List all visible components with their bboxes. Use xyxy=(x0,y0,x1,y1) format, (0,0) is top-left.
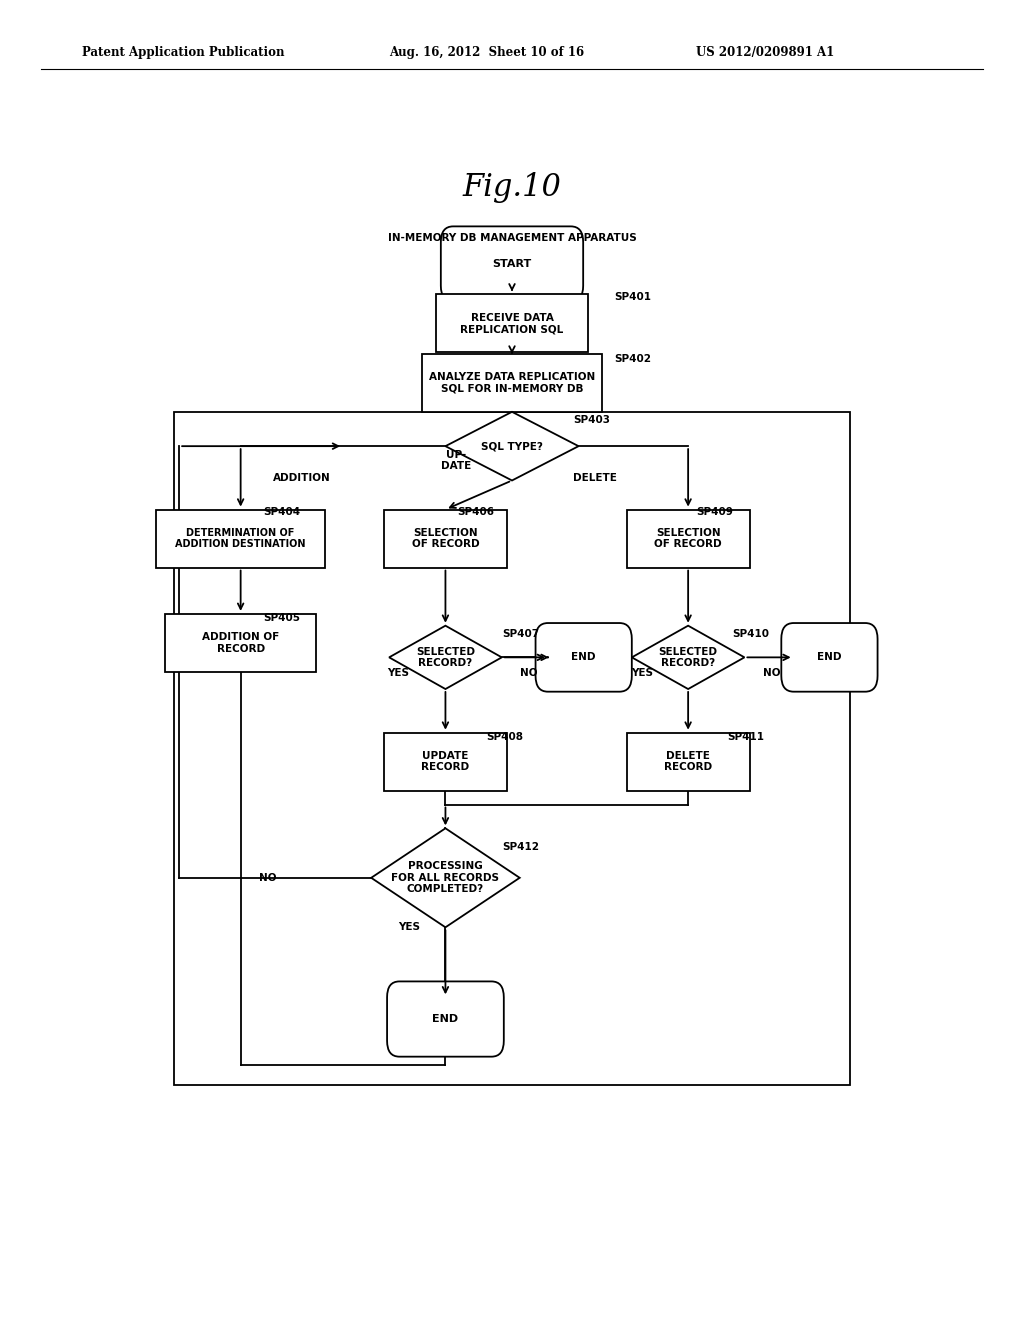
Text: END: END xyxy=(817,652,842,663)
Polygon shape xyxy=(445,412,579,480)
Polygon shape xyxy=(389,626,502,689)
Text: ADDITION OF
RECORD: ADDITION OF RECORD xyxy=(202,632,280,653)
FancyBboxPatch shape xyxy=(440,226,584,301)
Text: YES: YES xyxy=(632,668,653,678)
Text: SP402: SP402 xyxy=(614,354,651,364)
Text: SELECTED
RECORD?: SELECTED RECORD? xyxy=(658,647,718,668)
FancyBboxPatch shape xyxy=(781,623,878,692)
Text: DELETE
RECORD: DELETE RECORD xyxy=(665,751,712,772)
Text: SP412: SP412 xyxy=(502,842,539,853)
Bar xyxy=(627,733,750,791)
FancyBboxPatch shape xyxy=(387,982,504,1056)
Text: US 2012/0209891 A1: US 2012/0209891 A1 xyxy=(696,46,835,59)
Text: ANALYZE DATA REPLICATION
SQL FOR IN-MEMORY DB: ANALYZE DATA REPLICATION SQL FOR IN-MEMO… xyxy=(429,372,595,393)
Text: Fig.10: Fig.10 xyxy=(463,172,561,203)
Text: ADDITION: ADDITION xyxy=(273,473,331,483)
Text: SQL TYPE?: SQL TYPE? xyxy=(481,441,543,451)
Text: IN-MEMORY DB MANAGEMENT APPARATUS: IN-MEMORY DB MANAGEMENT APPARATUS xyxy=(388,232,636,243)
Text: SP401: SP401 xyxy=(614,292,651,302)
Polygon shape xyxy=(371,829,519,927)
Text: NO: NO xyxy=(763,668,780,678)
Bar xyxy=(384,510,507,568)
Text: DETERMINATION OF
ADDITION DESTINATION: DETERMINATION OF ADDITION DESTINATION xyxy=(175,528,306,549)
FancyBboxPatch shape xyxy=(536,623,632,692)
Bar xyxy=(156,510,326,568)
Bar xyxy=(165,614,316,672)
Text: SP406: SP406 xyxy=(458,507,495,517)
Text: START: START xyxy=(493,259,531,269)
Text: Patent Application Publication: Patent Application Publication xyxy=(82,46,285,59)
Text: PROCESSING
FOR ALL RECORDS
COMPLETED?: PROCESSING FOR ALL RECORDS COMPLETED? xyxy=(391,861,500,895)
Text: END: END xyxy=(432,1014,459,1024)
Text: UPDATE
RECORD: UPDATE RECORD xyxy=(422,751,469,772)
Text: NO: NO xyxy=(259,873,276,883)
Text: DELETE: DELETE xyxy=(573,473,617,483)
Text: END: END xyxy=(571,652,596,663)
Text: SP409: SP409 xyxy=(696,507,733,517)
Bar xyxy=(436,294,588,352)
Text: SELECTION
OF RECORD: SELECTION OF RECORD xyxy=(654,528,722,549)
Text: SP407: SP407 xyxy=(502,628,539,639)
Text: UP-
DATE: UP- DATE xyxy=(440,450,471,471)
Text: SP405: SP405 xyxy=(263,612,300,623)
Text: SP403: SP403 xyxy=(573,414,610,425)
Bar xyxy=(627,510,750,568)
Text: NO: NO xyxy=(520,668,538,678)
Text: YES: YES xyxy=(388,668,410,678)
Text: SP410: SP410 xyxy=(732,628,769,639)
Text: SELECTED
RECORD?: SELECTED RECORD? xyxy=(416,647,475,668)
Bar xyxy=(384,733,507,791)
Text: SP408: SP408 xyxy=(486,731,523,742)
Bar xyxy=(422,354,601,412)
Bar xyxy=(174,412,850,1085)
Text: RECEIVE DATA
REPLICATION SQL: RECEIVE DATA REPLICATION SQL xyxy=(461,313,563,334)
Text: SP411: SP411 xyxy=(727,731,764,742)
Text: SELECTION
OF RECORD: SELECTION OF RECORD xyxy=(412,528,479,549)
Text: YES: YES xyxy=(398,921,420,932)
Polygon shape xyxy=(632,626,744,689)
Text: Aug. 16, 2012  Sheet 10 of 16: Aug. 16, 2012 Sheet 10 of 16 xyxy=(389,46,585,59)
Text: SP404: SP404 xyxy=(263,507,300,517)
